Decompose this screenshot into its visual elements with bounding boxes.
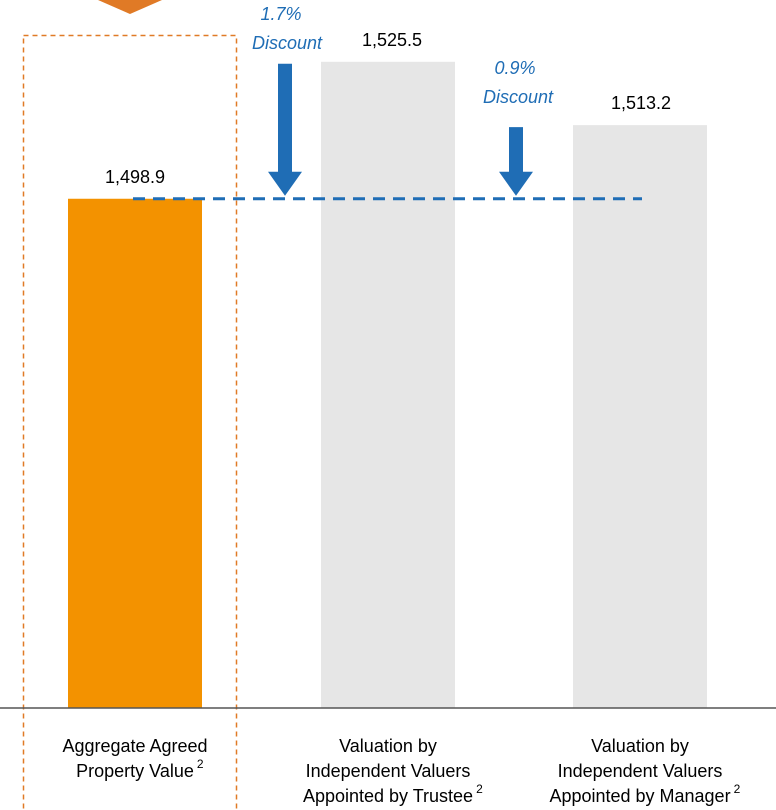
footnote-mark: 2 xyxy=(734,782,741,796)
x-tick-label: Property Value xyxy=(76,761,194,781)
bar xyxy=(68,198,202,708)
x-tick-label: Aggregate Agreed xyxy=(62,736,207,756)
bar xyxy=(321,61,455,709)
footnote-mark: 2 xyxy=(197,757,204,771)
x-tick-label: Valuation by xyxy=(591,736,689,756)
annotation: 0.9% xyxy=(494,58,535,78)
pointer-arrow xyxy=(98,0,162,14)
value-label: 1,513.2 xyxy=(611,93,671,113)
annotation: Discount xyxy=(252,33,323,53)
x-tick-label: Independent Valuers xyxy=(558,761,723,781)
annotation: 1.7% xyxy=(260,4,301,24)
x-tick-label: Appointed by Trustee xyxy=(303,786,473,806)
x-tick-label: Valuation by xyxy=(339,736,437,756)
value-label: 1,498.9 xyxy=(105,167,165,187)
discount-arrow xyxy=(499,127,533,196)
x-tick-label: Appointed by Manager xyxy=(549,786,730,806)
bar xyxy=(573,125,707,708)
footnote-mark: 2 xyxy=(476,782,483,796)
x-tick-label: Independent Valuers xyxy=(306,761,471,781)
annotation: Discount xyxy=(483,87,554,107)
highlight-box xyxy=(22,34,238,810)
discount-arrow xyxy=(268,63,302,196)
value-label: 1,525.5 xyxy=(362,30,422,50)
